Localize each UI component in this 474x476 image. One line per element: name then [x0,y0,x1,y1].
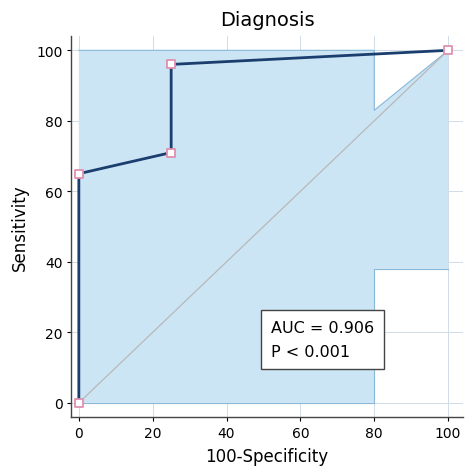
X-axis label: 100-Specificity: 100-Specificity [206,447,329,465]
Y-axis label: Sensitivity: Sensitivity [11,184,29,270]
Point [75,399,82,407]
Text: AUC = 0.906
P < 0.001: AUC = 0.906 P < 0.001 [271,320,374,359]
Point [75,170,82,178]
Point [167,61,175,69]
Polygon shape [79,51,448,403]
Point [444,48,452,55]
Point [167,149,175,157]
Title: Diagnosis: Diagnosis [220,11,314,30]
